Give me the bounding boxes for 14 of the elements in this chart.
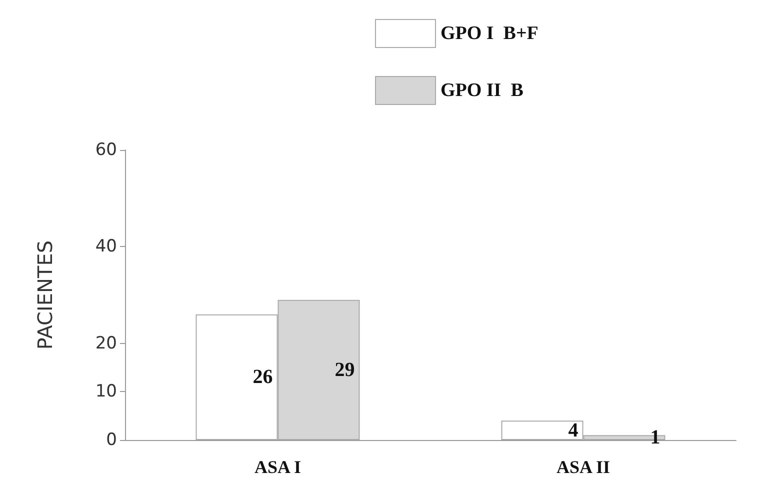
data-label: 4 xyxy=(568,419,578,442)
y-tick-label: 40 xyxy=(95,236,117,257)
y-tick-label: 10 xyxy=(95,382,117,402)
legend-label: GPO II B xyxy=(440,80,524,101)
data-label: 26 xyxy=(252,366,273,388)
x-tick-label: ASA I xyxy=(254,457,302,477)
legend-label: GPO I B+F xyxy=(440,23,538,44)
y-tick-label: 60 xyxy=(95,140,117,160)
y-tick-label: 20 xyxy=(95,333,117,354)
y-tick-label: 0 xyxy=(106,430,117,450)
y-axis-title: PACIENTES xyxy=(33,240,57,350)
data-label: 1 xyxy=(650,426,660,449)
x-tick-label: ASA II xyxy=(556,457,610,477)
data-label: 29 xyxy=(334,358,355,381)
